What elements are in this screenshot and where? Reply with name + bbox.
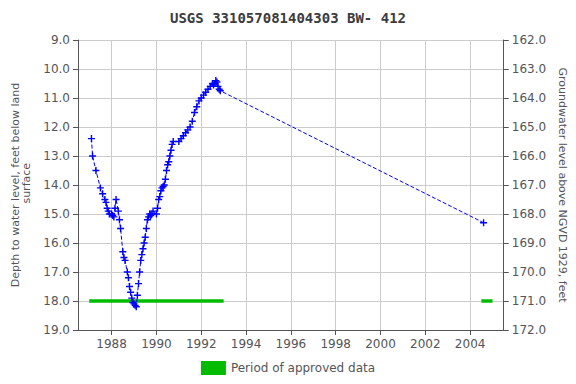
svg-text:11.0: 11.0 [43,91,70,105]
svg-text:surface: surface [20,163,33,207]
svg-text:15.0: 15.0 [43,207,70,221]
svg-text:1998: 1998 [320,337,351,351]
svg-text:1994: 1994 [231,337,262,351]
svg-text:17.0: 17.0 [43,265,70,279]
svg-text:Period of approved data: Period of approved data [231,361,375,375]
svg-text:9.0: 9.0 [51,33,70,47]
svg-text:169.0: 169.0 [512,236,546,250]
svg-text:14.0: 14.0 [43,178,70,192]
svg-text:16.0: 16.0 [43,236,70,250]
svg-text:Depth to water level, feet bel: Depth to water level, feet below land [9,82,23,288]
svg-text:10.0: 10.0 [43,62,70,76]
svg-text:172.0: 172.0 [512,323,546,337]
svg-text:19.0: 19.0 [43,323,70,337]
svg-text:170.0: 170.0 [512,265,546,279]
svg-text:1990: 1990 [141,337,172,351]
svg-text:18.0: 18.0 [43,294,70,308]
svg-text:13.0: 13.0 [43,149,70,163]
svg-text:171.0: 171.0 [512,294,546,308]
svg-text:163.0: 163.0 [512,62,546,76]
svg-text:2002: 2002 [410,337,441,351]
svg-text:166.0: 166.0 [512,149,546,163]
svg-text:12.0: 12.0 [43,120,70,134]
svg-text:2004: 2004 [455,337,486,351]
svg-text:162.0: 162.0 [512,33,546,47]
svg-text:1996: 1996 [276,337,307,351]
svg-text:USGS 331057081404303 BW- 412: USGS 331057081404303 BW- 412 [170,10,406,26]
svg-text:Groundwater level above NGVD 1: Groundwater level above NGVD 1929, feet [556,67,569,303]
svg-text:1988: 1988 [96,337,127,351]
svg-text:1992: 1992 [186,337,217,351]
svg-text:168.0: 168.0 [512,207,546,221]
svg-text:2000: 2000 [365,337,396,351]
svg-text:164.0: 164.0 [512,91,546,105]
svg-text:165.0: 165.0 [512,120,546,134]
svg-text:167.0: 167.0 [512,178,546,192]
